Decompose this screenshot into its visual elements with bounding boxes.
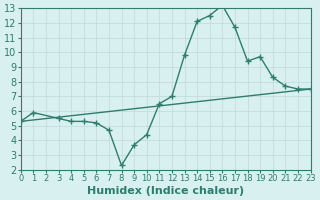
X-axis label: Humidex (Indice chaleur): Humidex (Indice chaleur) xyxy=(87,186,244,196)
